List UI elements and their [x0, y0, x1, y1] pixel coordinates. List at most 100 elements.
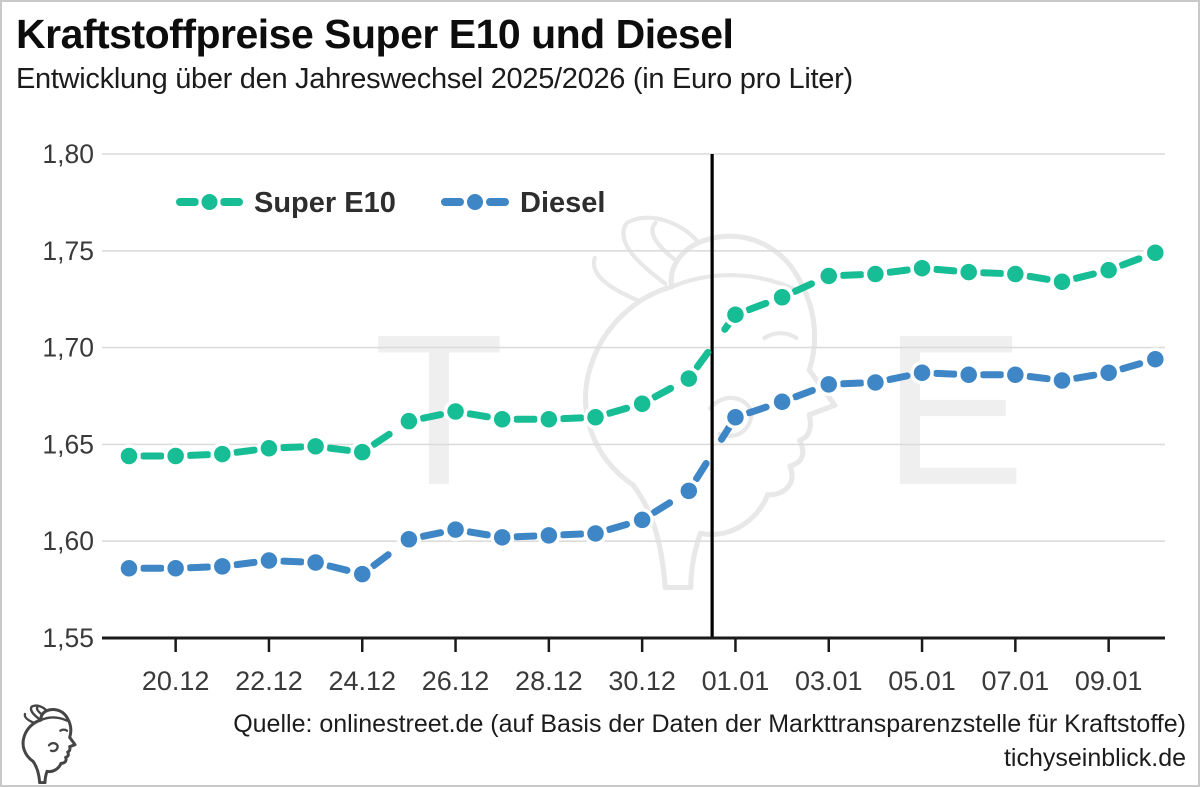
x-tick-label: 05.01 [888, 666, 956, 696]
series-segment [871, 264, 926, 278]
series-segment [1058, 369, 1113, 385]
data-point [630, 391, 654, 416]
x-tick-label: 26.12 [422, 666, 490, 696]
tichys-einblick-logo [14, 704, 84, 785]
legend-item-super-e10: Super E10 [176, 187, 396, 219]
data-point [210, 554, 235, 579]
series-segment [218, 557, 273, 570]
data-point [117, 444, 141, 468]
data-point [443, 399, 468, 424]
data-point [817, 372, 841, 397]
x-tick-label: 07.01 [982, 666, 1050, 696]
data-point [1003, 362, 1028, 387]
data-point [863, 370, 888, 395]
data-point [163, 444, 188, 468]
series-segment [452, 407, 506, 423]
y-tick-label: 1,65 [42, 429, 94, 459]
y-axis-labels: 1,80 1,75 1,70 1,65 1,60 1,55 [42, 139, 94, 653]
data-point [397, 527, 421, 552]
series-segment [592, 400, 646, 421]
series-segment [918, 369, 973, 379]
data-point [770, 390, 794, 414]
series-diesel [117, 347, 1168, 586]
legend-label: Diesel [520, 187, 605, 219]
data-point [1050, 368, 1074, 393]
data-point [537, 407, 561, 431]
series-segment [592, 516, 646, 537]
x-axis: 20.12 22.12 24.12 26.12 28.12 30.12 01.01 03.01… [102, 636, 1165, 696]
data-point [1096, 258, 1121, 282]
x-tick-label: 30.12 [608, 666, 676, 696]
data-point [303, 434, 328, 459]
data-point [1143, 240, 1168, 265]
series-segment [405, 526, 460, 543]
series-segment [778, 272, 833, 301]
data-point [1143, 347, 1168, 371]
series-segment [638, 375, 693, 408]
watermark-letter: T [373, 289, 504, 530]
data-point [1096, 361, 1121, 385]
data-point [210, 442, 235, 466]
data-point [350, 562, 374, 586]
series-segment [265, 557, 320, 566]
series-segment [731, 398, 786, 421]
watermark-letter: E [882, 289, 1025, 530]
series-segment [871, 369, 926, 386]
x-tick-label: 28.12 [515, 666, 583, 696]
series-segment [825, 378, 879, 388]
data-point [723, 302, 748, 327]
data-point [956, 260, 981, 284]
x-tick-label: 09.01 [1075, 666, 1143, 696]
series-segment [638, 487, 693, 524]
series-segment [172, 450, 226, 460]
chart-area: T E 1,80 1,75 1,70 1,65 1,60 1,55 20.12 22.12 24.1… [2, 132, 1198, 702]
page-title: Kraftstoffpreise Super E10 und Diesel [16, 11, 734, 57]
series-super-e10 [117, 240, 1168, 468]
series-segment [545, 413, 599, 423]
series-segment [265, 442, 320, 452]
data-point [956, 362, 981, 387]
series-segment [1011, 371, 1066, 385]
watermark-head-icon [585, 218, 834, 588]
legend-marker-dot [464, 191, 486, 213]
y-tick-label: 1,55 [42, 623, 94, 653]
data-point [443, 517, 468, 542]
legend: Super E10 Diesel [176, 187, 605, 219]
y-tick-label: 1,60 [42, 526, 94, 556]
x-tick-label: 20.12 [142, 666, 210, 696]
logo-head-icon [21, 704, 77, 785]
series-segment [172, 562, 226, 572]
data-point [490, 407, 514, 431]
source-text: Quelle: onlinestreet.de (auf Basis der D… [233, 710, 1186, 738]
series-segment [358, 535, 413, 578]
series-segment [778, 380, 833, 406]
data-point [583, 405, 608, 430]
legend-item-diesel: Diesel [441, 187, 605, 219]
data-point [677, 479, 701, 503]
data-point [583, 521, 608, 546]
data-point [117, 556, 141, 581]
legend-label: Super E10 [254, 187, 396, 219]
x-tick-label: 03.01 [795, 666, 863, 696]
data-point [817, 264, 841, 288]
data-point [677, 366, 701, 391]
page-subtitle: Entwicklung über den Jahreswechsel 2025/… [16, 63, 853, 96]
x-tick-label: 24.12 [328, 666, 396, 696]
data-point [910, 256, 934, 280]
y-tick-label: 1,70 [42, 333, 94, 363]
x-tick-label: 22.12 [235, 666, 303, 696]
series-segment [965, 268, 1019, 278]
series-segment [1105, 249, 1159, 274]
data-point [257, 548, 281, 573]
series-segment [218, 444, 273, 458]
x-tick-label: 01.01 [702, 666, 770, 696]
series-segment [405, 407, 460, 425]
series-segment [1105, 355, 1159, 377]
series-segment [825, 270, 879, 280]
data-point [490, 525, 514, 550]
data-point [350, 440, 374, 464]
legend-marker-dot [198, 191, 221, 213]
series-segment [312, 442, 366, 456]
